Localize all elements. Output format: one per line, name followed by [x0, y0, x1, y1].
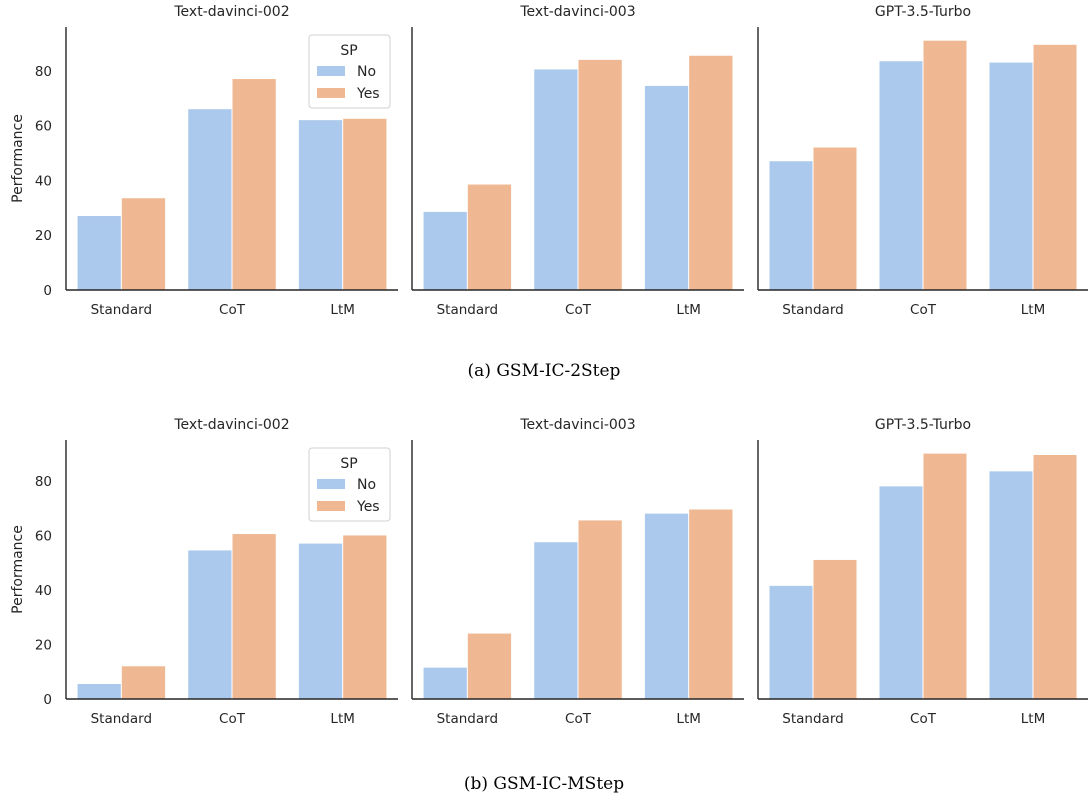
panel-b-2: Text-davinci-003 Standard CoT LtM	[411, 417, 744, 727]
chart-title: GPT-3.5-Turbo	[875, 417, 971, 433]
bar-no-standard	[769, 161, 813, 290]
x-tick-label: Standard	[782, 302, 843, 318]
x-tick-label: Standard	[437, 302, 498, 318]
panel-a-2: Text-davinci-003 Standard CoT LtM	[411, 4, 744, 318]
x-tick-label: CoT	[565, 302, 592, 318]
bar-yes-ltm	[1033, 44, 1077, 290]
y-tick-label: 20	[35, 228, 52, 244]
x-tick-label: CoT	[910, 711, 937, 727]
panel-b-3: GPT-3.5-Turbo Standard CoT LtM	[757, 417, 1088, 727]
bar-yes-standard	[121, 198, 166, 290]
x-tick-label: Standard	[782, 711, 843, 727]
panel-b-1: Text-davinci-002 Standard CoT LtM 0 20 40 60 80 P…	[10, 417, 398, 727]
bar-no-ltm	[298, 120, 343, 290]
bar-yes-ltm	[689, 55, 733, 290]
legend-label-no: No	[357, 477, 376, 493]
panel-a-3: GPT-3.5-Turbo Standard CoT LtM	[757, 4, 1088, 318]
y-tick-label: 40	[35, 173, 52, 189]
chart-title: GPT-3.5-Turbo	[875, 4, 971, 20]
bar-no-ltm	[644, 513, 689, 699]
x-tick-label: CoT	[565, 711, 592, 727]
legend-title: SP	[340, 43, 357, 59]
x-tick-label: LtM	[1021, 711, 1045, 727]
y-tick-label: 80	[35, 64, 52, 80]
bar-yes-cot	[578, 59, 622, 290]
y-tick-label: 60	[35, 528, 52, 544]
bar-yes-standard	[467, 184, 512, 290]
chart-title: Text-davinci-002	[173, 4, 289, 20]
bar-yes-ltm	[1033, 454, 1077, 699]
x-tick-label: LtM	[330, 711, 354, 727]
x-tick-label: CoT	[219, 302, 246, 318]
y-axis-label: Performance	[10, 525, 26, 614]
bar-yes-standard	[813, 147, 857, 290]
bar-yes-standard	[121, 666, 166, 699]
legend-swatch-yes	[317, 501, 345, 511]
figure-caption: (b) GSM-IC-MStep	[464, 774, 624, 794]
legend-swatch-yes	[317, 88, 345, 98]
chart-title: Text-davinci-003	[519, 417, 635, 433]
bar-no-cot	[534, 542, 578, 699]
bar-yes-standard	[467, 633, 512, 699]
bar-no-cot	[534, 69, 578, 291]
x-tick-label: LtM	[330, 302, 354, 318]
bar-no-ltm	[989, 62, 1033, 291]
legend-title: SP	[340, 456, 357, 472]
legend-swatch-no	[317, 66, 345, 76]
bar-yes-cot	[232, 534, 276, 699]
x-tick-label: LtM	[676, 302, 700, 318]
x-tick-label: CoT	[219, 711, 246, 727]
chart-title: Text-davinci-002	[173, 417, 289, 433]
bar-yes-standard	[813, 559, 857, 699]
x-tick-label: Standard	[91, 711, 152, 727]
bar-yes-ltm	[343, 118, 387, 291]
x-tick-label: LtM	[676, 711, 700, 727]
y-tick-label: 20	[35, 637, 52, 653]
x-tick-label: CoT	[910, 302, 937, 318]
legend-label-yes: Yes	[356, 86, 380, 102]
y-tick-label: 60	[35, 119, 52, 135]
bar-no-standard	[77, 216, 121, 290]
bar-no-cot	[188, 109, 232, 290]
y-tick-label: 0	[43, 283, 52, 299]
bar-yes-ltm	[689, 509, 733, 699]
y-tick-label: 0	[43, 692, 52, 708]
bar-no-ltm	[989, 471, 1033, 699]
x-tick-label: Standard	[437, 711, 498, 727]
bar-yes-cot	[923, 40, 967, 290]
bar-no-standard	[423, 667, 467, 699]
bar-yes-cot	[232, 79, 276, 290]
figure-caption: (a) GSM-IC-2Step	[468, 361, 621, 381]
x-tick-label: LtM	[1021, 302, 1045, 318]
bar-no-ltm	[298, 543, 343, 699]
bar-no-standard	[77, 684, 121, 699]
bar-yes-ltm	[343, 535, 387, 699]
panel-a-1: Text-davinci-002 Standard CoT LtM 0 20 40 60 80 P…	[10, 4, 398, 318]
legend-label-yes: Yes	[356, 499, 380, 515]
bar-yes-cot	[578, 520, 622, 699]
y-tick-label: 80	[35, 474, 52, 490]
bar-no-cot	[188, 550, 232, 699]
bar-no-standard	[423, 211, 467, 290]
bar-no-ltm	[644, 85, 689, 291]
y-axis-label: Performance	[10, 114, 26, 203]
bar-no-cot	[879, 61, 923, 290]
y-tick-label: 40	[35, 583, 52, 599]
bar-yes-cot	[923, 453, 967, 699]
bar-no-standard	[769, 585, 813, 699]
legend-label-no: No	[357, 64, 376, 80]
bar-no-cot	[879, 486, 923, 699]
x-tick-label: Standard	[91, 302, 152, 318]
chart-title: Text-davinci-003	[519, 4, 635, 20]
legend-swatch-no	[317, 479, 345, 489]
